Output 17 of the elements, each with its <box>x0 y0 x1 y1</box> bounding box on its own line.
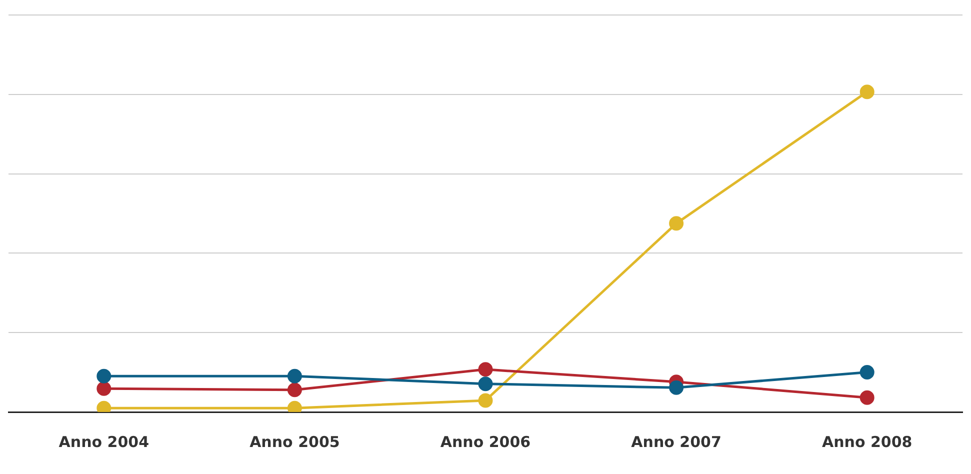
point <box>860 365 874 380</box>
point <box>478 393 493 408</box>
point <box>478 362 493 377</box>
x-tick-label: Anno 2004 <box>58 432 150 451</box>
x-tick-label: Anno 2006 <box>440 432 531 451</box>
x-tick-label: Anno 2008 <box>822 432 912 451</box>
point <box>96 368 112 384</box>
x-tick-label: Anno 2005 <box>250 432 340 451</box>
x-tick-label: Anno 2007 <box>631 432 722 451</box>
point <box>860 390 874 405</box>
point <box>287 368 302 384</box>
point <box>669 216 684 231</box>
point <box>669 380 684 395</box>
point <box>96 381 112 396</box>
point <box>287 382 302 398</box>
point <box>478 376 493 392</box>
point <box>860 84 874 100</box>
